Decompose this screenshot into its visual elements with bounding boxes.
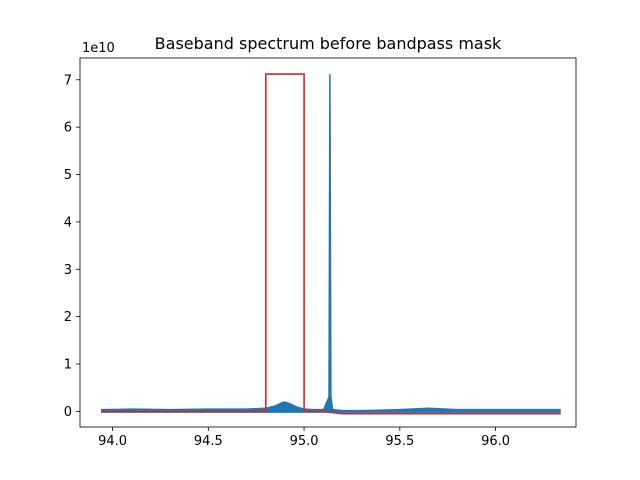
- mask-line: [101, 73, 561, 415]
- y-offset-label: 1e10: [82, 41, 115, 56]
- y-tick-label: 0: [64, 405, 72, 420]
- x-tick-label: 94.0: [98, 434, 127, 449]
- spectrum-line: [101, 74, 561, 413]
- y-tick-label: 1: [64, 358, 72, 373]
- y-tick-label: 5: [64, 168, 72, 183]
- plot-frame: [79, 57, 577, 428]
- y-tick-label: 6: [64, 121, 72, 136]
- x-tick-label: 96.0: [481, 434, 510, 449]
- series-layer: [101, 72, 561, 415]
- x-tick-label: 95.5: [385, 434, 414, 449]
- x-tick-label: 95.0: [290, 434, 319, 449]
- axes-layer: 94.0 94.5 95.0 95.5 96.0 0 1 2 3 4 5 6 7: [64, 57, 577, 449]
- y-tick-label: 7: [64, 73, 72, 88]
- y-tick-label: 3: [64, 263, 72, 278]
- y-tick-label: 2: [64, 310, 72, 325]
- x-tick-label: 94.5: [194, 434, 223, 449]
- chart-title: Baseband spectrum before bandpass mask: [155, 34, 502, 53]
- y-tick-label: 4: [64, 215, 72, 230]
